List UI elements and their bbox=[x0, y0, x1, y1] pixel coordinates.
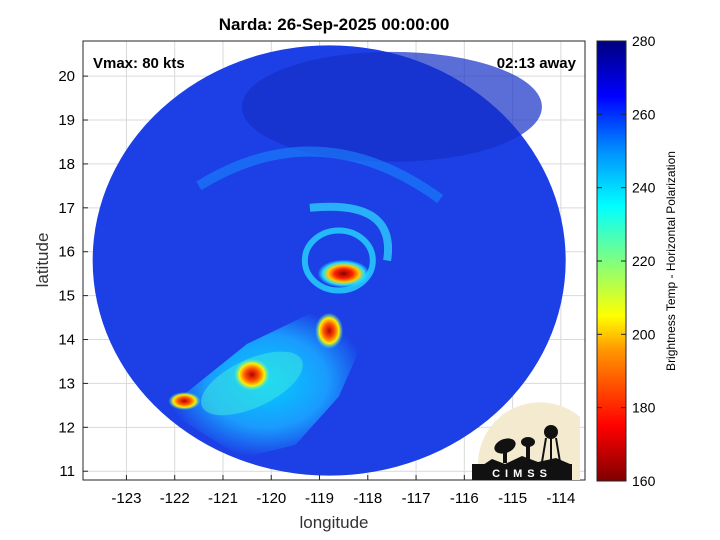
x-tick-label: -116 bbox=[450, 490, 479, 507]
x-tick-label: -117 bbox=[402, 490, 431, 507]
logo-text: CIMSS bbox=[492, 468, 552, 480]
x-tick-label: -120 bbox=[256, 490, 286, 507]
eye-ring bbox=[301, 227, 376, 294]
y-tick-label: 15 bbox=[58, 288, 75, 305]
spiral-band bbox=[309, 202, 393, 262]
cold-cloud-region bbox=[241, 51, 542, 162]
y-tick-label: 13 bbox=[58, 375, 75, 392]
colorbar-tick-label: 280 bbox=[632, 33, 656, 49]
x-tick-label: -119 bbox=[305, 490, 334, 507]
plot-area bbox=[83, 41, 585, 480]
colorbar-tick-label: 180 bbox=[632, 400, 656, 416]
x-tick-label: -122 bbox=[160, 490, 190, 507]
colorbar: 160 180 200 220 240 260 280 Brightness Temp - … bbox=[596, 33, 678, 489]
brightness-temperature-swath bbox=[92, 45, 566, 476]
chart-title: Narda: 26-Sep-2025 00:00:00 bbox=[219, 15, 450, 34]
y-tick-label: 16 bbox=[58, 244, 75, 261]
cimss-logo: CIMSS bbox=[472, 402, 580, 480]
x-tick-label: -123 bbox=[111, 490, 141, 507]
colorbar-tick-label: 160 bbox=[632, 473, 656, 489]
x-axis-ticks: -123 -122 -121 -120 -119 -118 -117 -116 -115 -114 bbox=[111, 475, 575, 507]
feature-outer-band bbox=[168, 391, 201, 410]
colorbar-tick-label: 200 bbox=[632, 326, 656, 342]
feature-rainband bbox=[233, 358, 270, 391]
feature-convection bbox=[315, 312, 344, 349]
spiral-band bbox=[196, 146, 444, 204]
colorbar-label: Brightness Temp - Horizontal Polarizatio… bbox=[664, 151, 678, 371]
y-tick-label: 19 bbox=[58, 112, 75, 129]
y-tick-label: 11 bbox=[59, 463, 75, 480]
colorbar-tick-label: 240 bbox=[632, 180, 656, 196]
water-tower-icon bbox=[544, 425, 558, 439]
radar-dish-icon bbox=[494, 438, 516, 454]
x-tick-label: -118 bbox=[353, 490, 382, 507]
x-axis-label: longitude bbox=[299, 513, 368, 532]
time-offset-annotation: 02:13 away bbox=[497, 55, 577, 72]
x-tick-label: -115 bbox=[498, 490, 527, 507]
y-tick-label: 14 bbox=[58, 332, 75, 349]
axes-frame bbox=[82, 40, 586, 481]
feature-eyewall bbox=[317, 259, 370, 288]
vmax-annotation: Vmax: 80 kts bbox=[93, 55, 185, 72]
colorbar-tick-label: 220 bbox=[632, 253, 656, 269]
y-axis-label: latitude bbox=[33, 233, 52, 288]
y-tick-label: 12 bbox=[58, 419, 75, 436]
x-tick-label: -121 bbox=[208, 490, 238, 507]
colorbar-ticks: 160 180 200 220 240 260 280 bbox=[597, 33, 656, 489]
y-axis-ticks: 11 12 13 14 15 16 17 18 19 20 bbox=[58, 68, 88, 480]
y-tick-label: 17 bbox=[58, 200, 75, 217]
colorbar-tick-label: 260 bbox=[632, 106, 656, 122]
y-tick-label: 18 bbox=[58, 156, 75, 173]
y-tick-label: 20 bbox=[58, 68, 75, 85]
x-tick-label: -114 bbox=[546, 490, 575, 507]
